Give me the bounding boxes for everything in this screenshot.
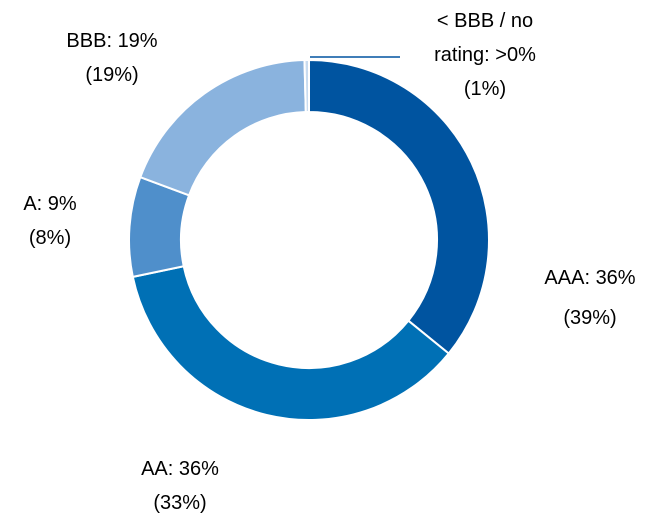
label-aa: AA: 36% (33%)	[141, 452, 219, 520]
label-below-bbb: < BBB / no rating: >0% (1%)	[410, 4, 560, 106]
slice	[308, 58, 490, 355]
value-label: >0%	[495, 44, 536, 66]
prior-value-label: (1%)	[463, 78, 507, 100]
prior-value-label: (33%)	[153, 492, 207, 514]
label-bbb: BBB: 19% (19%)	[66, 24, 157, 92]
slices	[128, 58, 490, 421]
value-label: 36%	[178, 458, 219, 480]
label-aaa: AAA: 36% (39%)	[544, 261, 635, 335]
slice	[139, 59, 307, 197]
slice	[303, 58, 310, 114]
slice	[131, 265, 451, 421]
value-label: 19%	[117, 30, 158, 52]
category-label: < BBB / no rating	[434, 10, 534, 66]
value-label: 9%	[47, 193, 77, 215]
prior-value-label: (39%)	[563, 307, 617, 329]
prior-value-label: (8%)	[28, 227, 72, 249]
category-label: A	[23, 193, 37, 215]
category-label: AAA	[544, 267, 585, 289]
category-label: AA	[141, 458, 168, 480]
category-label: BBB	[66, 30, 107, 52]
prior-value-label: (19%)	[85, 64, 139, 86]
value-label: 36%	[595, 267, 636, 289]
label-a: A: 9% (8%)	[23, 187, 76, 255]
